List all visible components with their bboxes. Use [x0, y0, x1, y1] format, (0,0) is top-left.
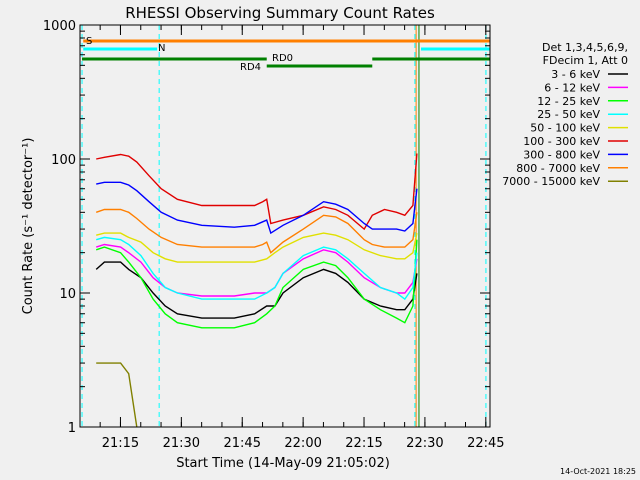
state-bar-label: RD4: [240, 62, 261, 73]
legend-label: 300 - 800 keV: [523, 148, 600, 161]
x-tick-label: 21:30: [163, 436, 200, 451]
legend-label: 50 - 100 keV: [530, 122, 600, 135]
legend-label: 6 - 12 keV: [544, 81, 600, 94]
legend-label: 3 - 6 keV: [551, 68, 600, 81]
y-tick-label: 1: [68, 421, 76, 436]
x-tick-label: 21:45: [224, 436, 261, 451]
legend-header-line-1: Det 1,3,4,5,6,9,: [542, 41, 628, 54]
state-bar-label: RD0: [272, 53, 293, 64]
x-tick-label: 22:15: [345, 436, 382, 451]
plot-frame: [79, 24, 491, 428]
legend-label: 12 - 25 keV: [537, 95, 600, 108]
plot-area: S N RD0 RD4: [81, 25, 490, 428]
y-axis-label: Count Rate (s⁻¹ detector⁻¹): [21, 138, 36, 315]
series-line-1: [95, 261, 418, 319]
y-axis-ticks: 1 10 100 1000: [43, 19, 490, 436]
legend: Det 1,3,4,5,6,9, FDecim 1, Att 0 3 - 6 k…: [502, 41, 628, 188]
chart-title: RHESSI Observing Summary Count Rates: [125, 4, 435, 22]
series-line-9: [96, 362, 138, 428]
legend-label: 25 - 50 keV: [537, 108, 600, 121]
series-line-3: [95, 239, 418, 329]
legend-label: 7000 - 15000 keV: [502, 175, 600, 188]
y-tick-label: 1000: [43, 19, 76, 34]
x-tick-label: 22:30: [406, 436, 443, 451]
series-line-2: [95, 243, 418, 297]
state-bar-label: S: [86, 36, 92, 47]
timestamp: 14-Oct-2021 18:25: [560, 467, 636, 476]
x-tick-label: 22:00: [284, 436, 321, 451]
series-line-4: [96, 236, 418, 301]
y-tick-label: 100: [51, 153, 76, 168]
y-tick-label: 10: [59, 287, 76, 302]
series-line-8: [95, 208, 418, 254]
legend-header-line-2: FDecim 1, Att 0: [543, 54, 628, 67]
x-axis-ticks: 21:15 21:30 21:45 22:00 22:15 22:30 22:45: [99, 25, 505, 451]
state-bar-label: N: [158, 43, 165, 54]
x-tick-label: 21:15: [102, 436, 139, 451]
x-axis-label: Start Time (14-May-09 21:05:02): [176, 456, 390, 471]
series-line-7: [96, 181, 418, 235]
series-line-6: [96, 153, 418, 231]
legend-label: 100 - 300 keV: [523, 135, 600, 148]
legend-label: 800 - 7000 keV: [516, 162, 600, 175]
x-tick-label: 22:45: [467, 436, 504, 451]
series-line-5: [96, 232, 418, 263]
